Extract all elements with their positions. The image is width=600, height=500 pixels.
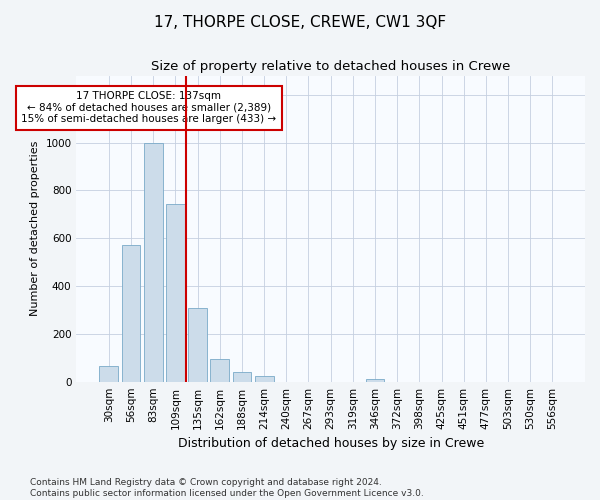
Bar [100,366,118,382]
Bar [211,359,229,382]
X-axis label: Distribution of detached houses by size in Crewe: Distribution of detached houses by size … [178,437,484,450]
Bar [188,308,207,382]
Bar [233,372,251,382]
Text: Contains HM Land Registry data © Crown copyright and database right 2024.
Contai: Contains HM Land Registry data © Crown c… [30,478,424,498]
Bar [254,376,274,382]
Title: Size of property relative to detached houses in Crewe: Size of property relative to detached ho… [151,60,511,73]
Text: 17, THORPE CLOSE, CREWE, CW1 3QF: 17, THORPE CLOSE, CREWE, CW1 3QF [154,15,446,30]
Bar [122,246,140,382]
Bar [144,142,163,382]
Y-axis label: Number of detached properties: Number of detached properties [29,141,40,316]
Text: 17 THORPE CLOSE: 137sqm
← 84% of detached houses are smaller (2,389)
15% of semi: 17 THORPE CLOSE: 137sqm ← 84% of detache… [21,91,277,124]
Bar [166,204,185,382]
Bar [365,380,385,382]
